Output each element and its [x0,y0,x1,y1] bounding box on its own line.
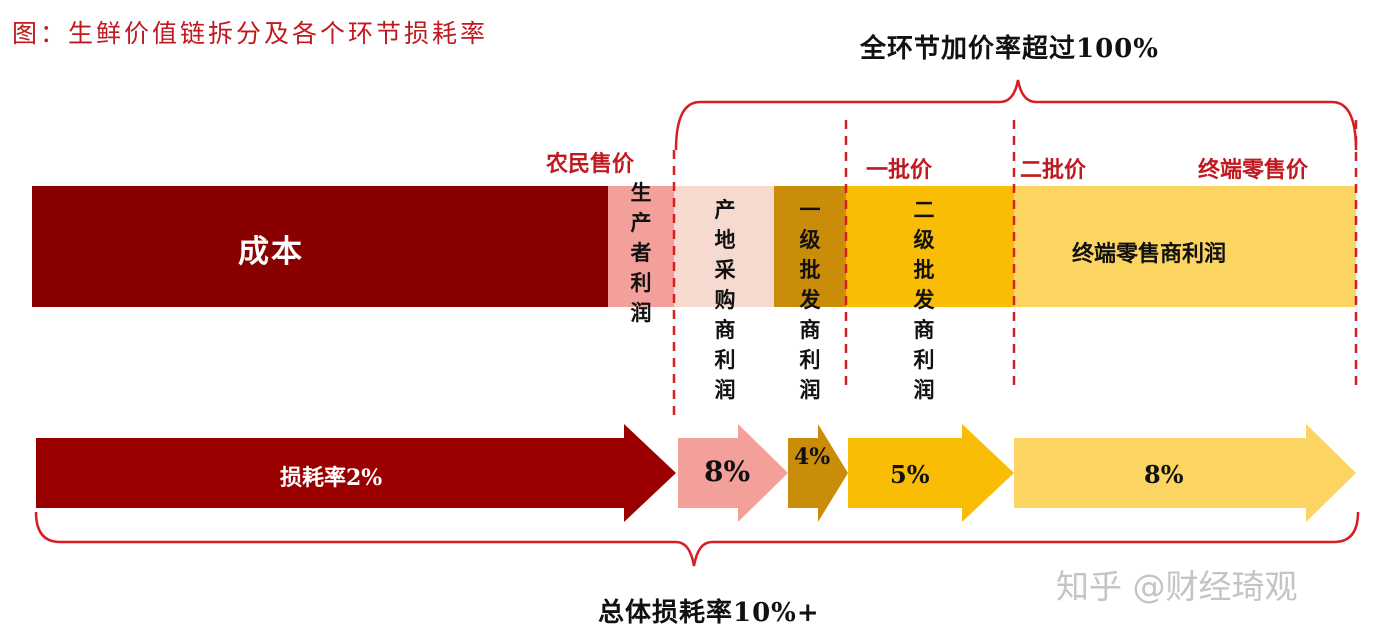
producer-profit-segment [608,186,674,307]
first-wholesaler-profit-segment [774,186,846,307]
figure-title: 图：生鲜价值链拆分及各个环节损耗率 [12,19,489,48]
bottom-brace-note: 总体损耗率10%+ [598,598,820,628]
second-wholesaler-profit-label: 二级批发商利润 [913,197,935,402]
first-wholesale-loss-arrow [788,424,848,522]
first-wholesale-price-label: 一批价 [866,157,933,183]
top-brace [674,79,1358,151]
cost-segment [32,186,608,307]
bottom-brace [34,511,1360,567]
retail-price-label: 终端零售价 [1198,157,1309,183]
retailer-profit-label: 终端零售商利润 [1072,241,1227,267]
first-wholesale-loss-rate: 4% [794,444,831,470]
second-wholesale-price-label: 二批价 [1020,157,1087,183]
origin-loss-rate: 8% [704,455,751,488]
producer-profit-label: 生产者利润 [630,180,652,325]
second-wholesale-loss-arrow [848,424,1014,522]
watermark: 知乎 @财经琦观 [1056,567,1298,606]
retail-loss-rate: 8% [1144,460,1184,489]
cost-loss-arrow [36,424,676,522]
top-brace-note: 全环节加价率超过100% [860,34,1159,64]
second-wholesale-loss-rate: 5% [890,460,930,489]
farmer-price-label: 农民售价 [546,151,635,177]
cost-loss-rate: 损耗率2% [280,465,383,491]
retail-loss-arrow [1014,424,1356,522]
origin-purchaser-profit-label: 产地采购商利润 [714,197,736,402]
retailer-profit-segment [1014,186,1356,307]
first-wholesaler-profit-label: 一级批发商利润 [799,197,821,402]
origin-purchaser-profit-segment [674,186,774,307]
cost-label: 成本 [238,234,304,270]
origin-loss-arrow [678,424,788,522]
second-wholesaler-profit-segment [846,186,1014,307]
